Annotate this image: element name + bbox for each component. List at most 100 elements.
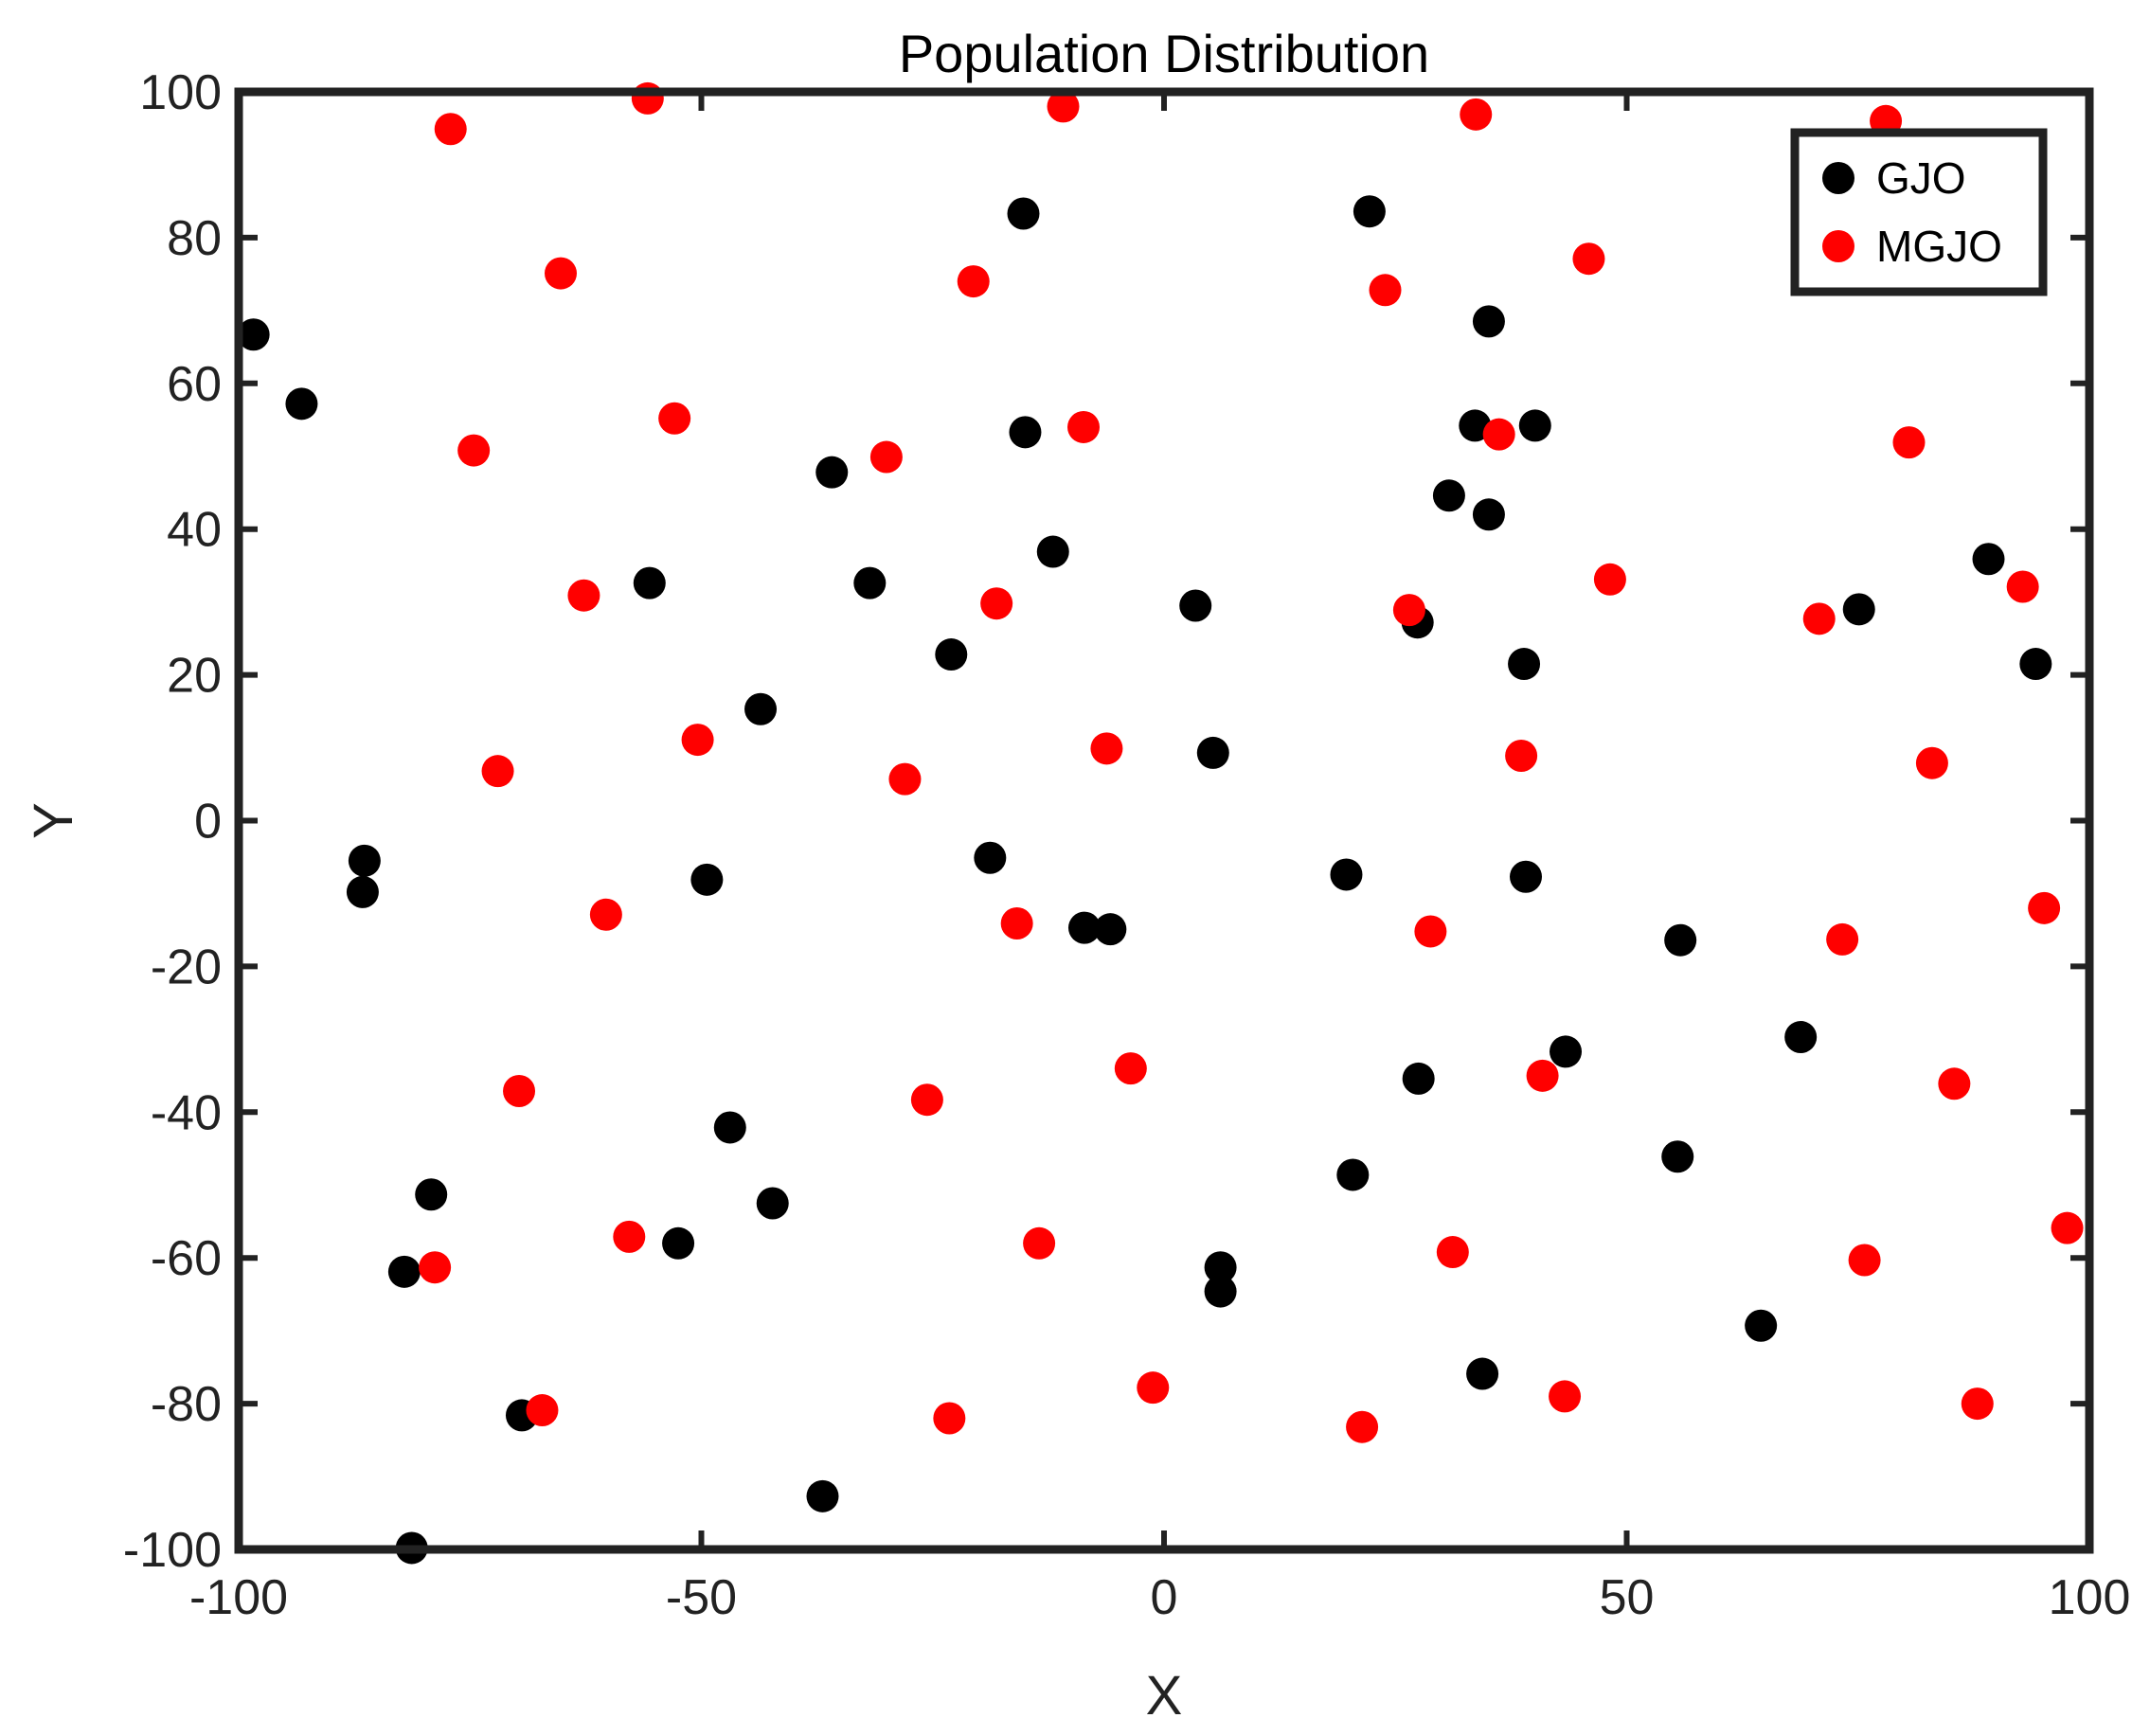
x-tick-label: 100 [2049, 1570, 2131, 1625]
data-point-mgjo [1482, 418, 1515, 451]
data-point-gjo [713, 1111, 746, 1144]
data-point-gjo [1518, 409, 1551, 442]
data-point-mgjo [2006, 570, 2039, 603]
y-tick-label: 100 [139, 65, 222, 120]
data-point-gjo [1472, 305, 1505, 338]
data-point-gjo [1550, 1035, 1583, 1068]
data-point-mgjo [1915, 746, 1948, 779]
x-tick-label: -50 [666, 1570, 737, 1625]
y-tick-label: -60 [151, 1231, 222, 1286]
data-point-gjo [1402, 1062, 1435, 1095]
data-point-mgjo [613, 1220, 646, 1253]
x-tick-label: 0 [1151, 1570, 1178, 1625]
data-point-mgjo [1392, 594, 1425, 627]
data-point-gjo [1330, 858, 1363, 891]
data-point-gjo [756, 1187, 789, 1220]
data-point-gjo [1353, 195, 1386, 228]
data-point-gjo [1067, 911, 1101, 944]
data-point-mgjo [503, 1074, 536, 1107]
data-point-mgjo [1572, 242, 1605, 276]
data-point-mgjo [1848, 1244, 1881, 1277]
data-point-mgjo [681, 724, 714, 757]
data-point-mgjo [567, 579, 600, 612]
data-point-gjo [1009, 416, 1042, 449]
legend-entry-mgjo: MGJO [1822, 222, 2002, 271]
data-point-gjo [1784, 1021, 1818, 1054]
data-point-gjo [662, 1226, 695, 1260]
data-point-gjo [935, 638, 968, 671]
data-point-mgjo [1436, 1236, 1469, 1269]
data-point-gjo [806, 1479, 839, 1512]
data-point-mgjo [1505, 740, 1538, 773]
y-tick-label: 20 [167, 649, 222, 704]
data-point-gjo [1745, 1309, 1778, 1342]
data-point-gjo [1204, 1275, 1237, 1308]
legend-label-gjo: GJO [1876, 153, 1966, 203]
data-point-mgjo [1023, 1226, 1056, 1260]
data-point-gjo [690, 863, 724, 896]
y-tick-label: -80 [151, 1377, 222, 1432]
x-tick-label: -100 [189, 1570, 288, 1625]
data-point-mgjo [1526, 1059, 1559, 1092]
data-point-mgjo [419, 1251, 452, 1284]
data-point-mgjo [869, 440, 903, 474]
data-point-mgjo [434, 113, 467, 146]
data-point-mgjo [1961, 1387, 1994, 1421]
y-tick-label: 0 [194, 795, 222, 850]
data-point-gjo [1472, 498, 1505, 531]
x-tick-label: 50 [1600, 1570, 1655, 1625]
data-point-mgjo [1593, 563, 1626, 596]
legend-marker-mgjo [1822, 230, 1854, 262]
data-point-gjo [974, 841, 1007, 874]
data-point-mgjo [481, 755, 514, 788]
data-point-mgjo [1047, 90, 1080, 123]
axis-ticks: -100 -50 0 50 100 -100 -80 -60 -40 -20 0 20 40 60 80 10… [123, 65, 2130, 1625]
data-point-mgjo [1137, 1371, 1170, 1405]
chart-title: Population Distribution [899, 24, 1429, 83]
data-point-gjo [1510, 860, 1543, 893]
data-point-gjo [415, 1178, 448, 1211]
y-tick-label: -40 [151, 1085, 222, 1140]
data-point-gjo [633, 566, 666, 600]
data-point-mgjo [1114, 1052, 1147, 1085]
y-tick-label: -100 [123, 1523, 222, 1578]
data-point-gjo [1508, 648, 1541, 681]
data-point-gjo [348, 844, 381, 877]
data-point-mgjo [1369, 274, 1402, 307]
data-point-gjo [1007, 197, 1040, 230]
data-point-gjo [1336, 1158, 1370, 1191]
data-point-mgjo [544, 257, 577, 290]
data-point-mgjo [1549, 1380, 1582, 1413]
data-point-mgjo [957, 265, 990, 298]
data-point-mgjo [2028, 891, 2061, 924]
data-point-mgjo [457, 434, 491, 467]
data-point-mgjo [1892, 426, 1926, 459]
plot-frame [234, 87, 2094, 1554]
data-point-mgjo [1414, 915, 1447, 948]
legend: GJO MGJO [1790, 128, 2048, 296]
data-point-mgjo [980, 587, 1013, 620]
data-point-mgjo [910, 1083, 943, 1117]
data-point-gjo [853, 566, 887, 600]
data-point-gjo [1466, 1357, 1499, 1390]
legend-label-mgjo: MGJO [1876, 222, 2002, 271]
y-tick-label: 40 [167, 503, 222, 558]
data-point-gjo [1094, 913, 1127, 946]
legend-marker-gjo [1822, 162, 1854, 194]
data-point-gjo [237, 318, 270, 351]
data-point-mgjo [2051, 1211, 2084, 1244]
data-point-gjo [1661, 1140, 1694, 1173]
y-tick-label: 80 [167, 211, 222, 266]
data-point-mgjo [1460, 98, 1493, 131]
data-point-gjo [387, 1255, 421, 1288]
data-point-mgjo [631, 81, 664, 115]
data-point-gjo [744, 692, 778, 725]
data-point-mgjo [1346, 1410, 1379, 1443]
data-point-mgjo [1067, 410, 1101, 443]
data-point-mgjo [888, 762, 922, 796]
data-point-mgjo [1826, 922, 1859, 956]
data-point-mgjo [526, 1394, 559, 1427]
data-point-mgjo [1090, 732, 1123, 765]
data-point-mgjo [1938, 1067, 1971, 1101]
